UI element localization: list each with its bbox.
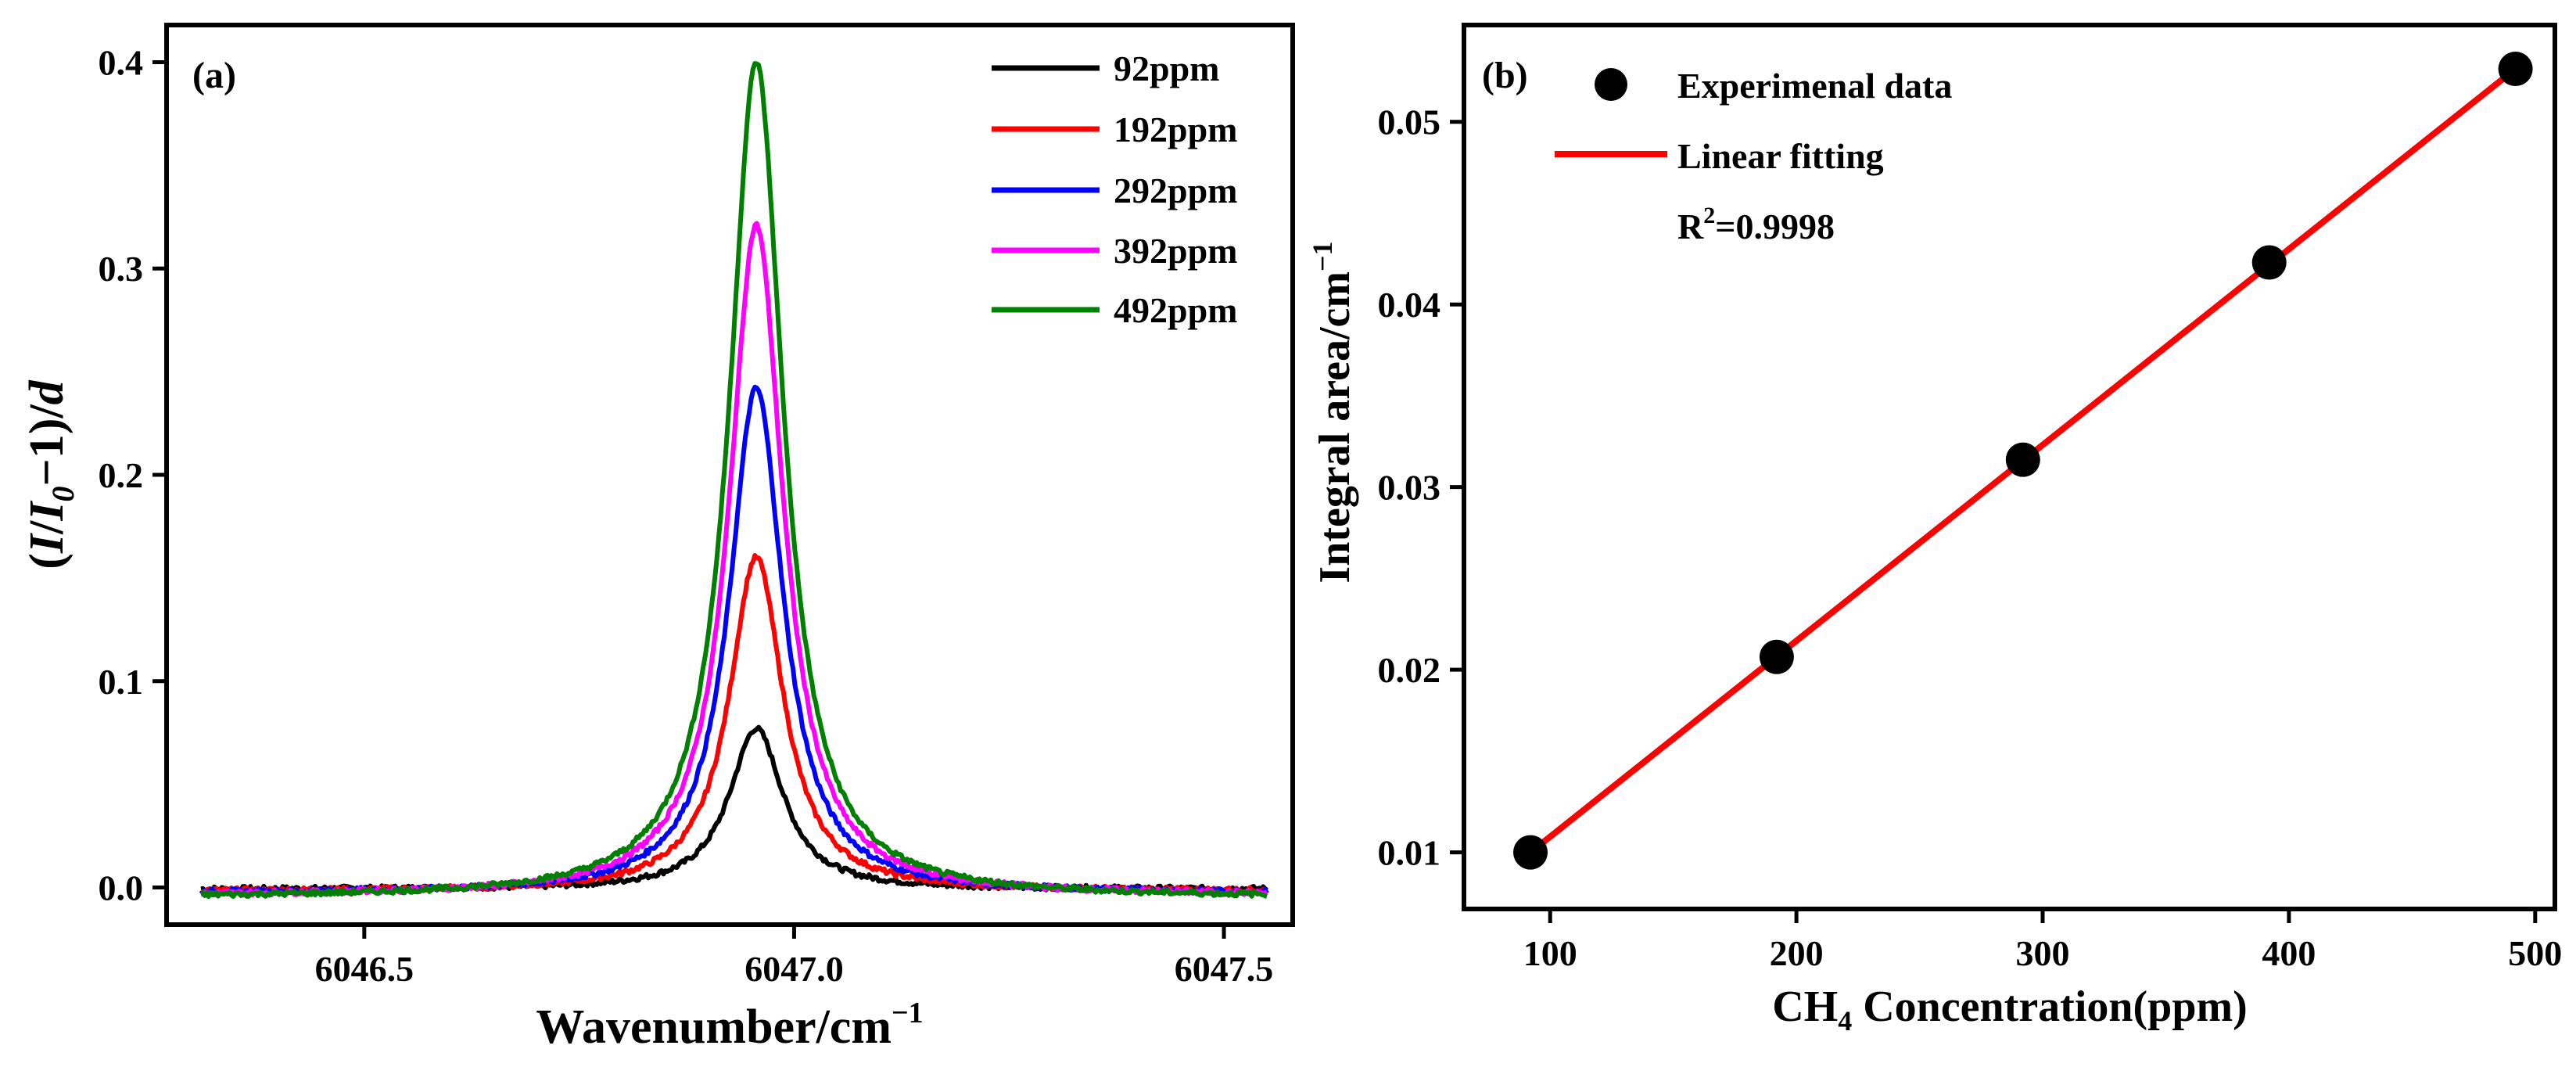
legend-label-linear-fit: Linear fitting: [1677, 136, 1884, 176]
x-tick-label: 6047.5: [1175, 949, 1274, 989]
y-tick-label: 0.05: [1378, 102, 1441, 142]
data-point: [1513, 835, 1548, 870]
r-squared-annotation: R2=0.9998: [1677, 203, 1835, 246]
data-point: [2498, 52, 2533, 87]
y-tick-label: 0.4: [99, 42, 144, 82]
panel-a-legend: 92ppm 192ppm 292ppm 392ppm 492ppm: [992, 48, 1237, 330]
series-line-492ppm: [200, 61, 1268, 900]
panel-b-ticks: 100 200 300 400 500 0.01 0.02 0.03 0.04 0.05: [1378, 102, 2563, 973]
data-point: [1759, 639, 1794, 674]
series-line-92ppm: [200, 724, 1268, 894]
panel-b-xlabel: CH4 Concentration(ppm): [1772, 983, 2248, 1036]
panel-b-ylabel: Integral area/cm−1: [1307, 241, 1359, 583]
y-tick-label: 0.3: [99, 249, 144, 289]
panel-a-xlabel: Wavenumber/cm−1: [536, 997, 923, 1054]
panel-a-ticks: 6046.5 6047.0 6047.5 0.0 0.1 0.2 0.3 0.4: [99, 42, 1274, 989]
panel-a-ylabel: (I/I0−1)/d: [20, 379, 81, 569]
y-tick-label: 0.03: [1378, 468, 1441, 508]
panel-a-curves: [199, 61, 1269, 900]
legend-label-192ppm: 192ppm: [1114, 110, 1237, 149]
panel-b-marks: [1513, 52, 2533, 870]
legend-marker-experimental: [1595, 68, 1627, 101]
x-tick-label: 400: [2262, 933, 2316, 973]
y-tick-label: 0.01: [1378, 833, 1441, 873]
legend-label-492ppm: 492ppm: [1114, 290, 1237, 330]
panel-b-legend: Experimenal data Linear fitting R2=0.999…: [1555, 66, 1952, 246]
panel-b-tag: (b): [1482, 55, 1528, 96]
x-tick-label: 6046.5: [315, 949, 414, 989]
x-tick-label: 100: [1523, 933, 1577, 973]
x-tick-label: 6047.0: [744, 949, 844, 989]
y-tick-label: 0.0: [99, 868, 144, 908]
panel-a-tag: (a): [192, 55, 236, 96]
x-tick-label: 300: [2016, 933, 2070, 973]
y-tick-label: 0.1: [99, 662, 144, 702]
data-point: [2005, 442, 2040, 477]
legend-label-292ppm: 292ppm: [1114, 171, 1237, 210]
series-line-192ppm: [199, 553, 1268, 896]
legend-label-392ppm: 392ppm: [1114, 231, 1237, 271]
panel-a: 6046.5 6047.0 6047.5 0.0 0.1 0.2 0.3 0.4 (a) 92…: [20, 23, 1295, 1054]
y-tick-label: 0.02: [1378, 650, 1441, 690]
x-tick-label: 200: [1770, 933, 1824, 973]
legend-label-92ppm: 92ppm: [1114, 48, 1219, 88]
panel-b-frame: [1462, 23, 2557, 911]
y-tick-label: 0.04: [1378, 285, 1441, 325]
data-point: [2251, 245, 2287, 280]
legend-label-experimental: Experimenal data: [1677, 66, 1952, 106]
x-tick-label: 500: [2508, 933, 2562, 973]
y-tick-label: 0.2: [99, 455, 144, 495]
